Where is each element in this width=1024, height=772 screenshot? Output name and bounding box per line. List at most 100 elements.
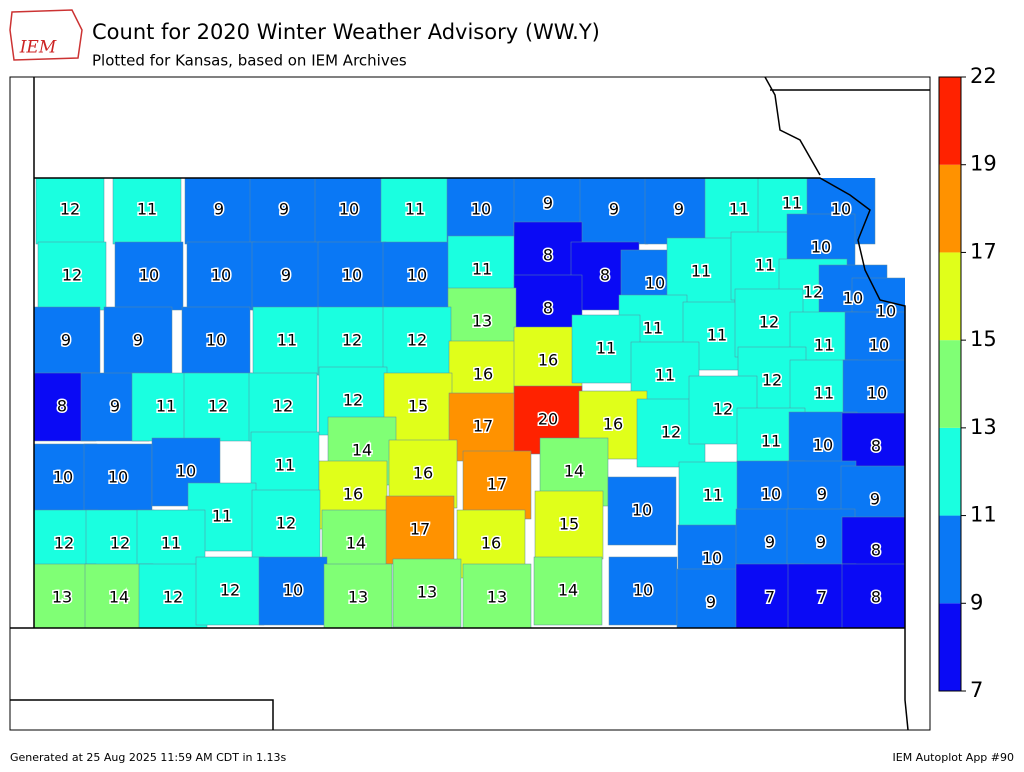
county bbox=[380, 178, 450, 245]
county-value: 12 bbox=[220, 581, 240, 600]
county-value: 10 bbox=[339, 200, 359, 219]
county-value: 11 bbox=[212, 507, 232, 526]
county-value: 10 bbox=[211, 266, 231, 285]
county bbox=[317, 306, 387, 376]
county-value: 8 bbox=[871, 437, 881, 456]
county-value: 11 bbox=[691, 262, 711, 281]
county-value: 8 bbox=[57, 397, 67, 416]
county-value: 7 bbox=[765, 588, 775, 607]
county bbox=[608, 556, 678, 626]
county bbox=[184, 178, 254, 245]
county-value: 14 bbox=[352, 441, 372, 460]
county bbox=[249, 178, 319, 245]
county bbox=[446, 178, 516, 245]
county bbox=[448, 392, 518, 462]
county-value: 11 bbox=[782, 194, 802, 213]
county-value: 10 bbox=[876, 302, 896, 321]
county bbox=[571, 314, 641, 384]
county-value: 9 bbox=[281, 266, 291, 285]
county-value: 7 bbox=[817, 588, 827, 607]
county bbox=[83, 443, 153, 513]
county bbox=[513, 326, 583, 396]
county-value: 11 bbox=[761, 432, 781, 451]
county-value: 12 bbox=[276, 514, 296, 533]
colorbar: 7 9 11 13 15 17 19 22 bbox=[938, 64, 997, 702]
colorbar-segment bbox=[939, 164, 961, 253]
colorbar-tick-label: 7 bbox=[970, 678, 983, 702]
county bbox=[248, 372, 318, 442]
county-value: 10 bbox=[811, 238, 831, 257]
county-value: 10 bbox=[813, 436, 833, 455]
colorbar-segment bbox=[939, 427, 961, 516]
county-value: 12 bbox=[661, 423, 681, 442]
county bbox=[462, 450, 532, 520]
county-value: 9 bbox=[706, 593, 716, 612]
county-value: 10 bbox=[206, 331, 226, 350]
county-value: 20 bbox=[538, 410, 558, 429]
county-value: 11 bbox=[275, 456, 295, 475]
subtitle: Plotted for Kansas, based on IEM Archive… bbox=[92, 52, 407, 70]
colorbar-segment bbox=[939, 77, 961, 165]
county-value: 16 bbox=[343, 485, 363, 504]
county-value: 10 bbox=[702, 549, 722, 568]
county bbox=[317, 241, 387, 311]
county-value: 9 bbox=[674, 200, 684, 219]
county bbox=[534, 490, 604, 560]
county-value: 11 bbox=[707, 326, 727, 345]
county bbox=[579, 178, 649, 245]
county bbox=[676, 568, 746, 628]
county-value: 12 bbox=[713, 400, 733, 419]
county bbox=[250, 431, 320, 501]
county-value: 17 bbox=[410, 520, 430, 539]
county bbox=[258, 556, 328, 626]
county-value: 15 bbox=[559, 515, 579, 534]
county-value: 8 bbox=[871, 588, 881, 607]
county-value: 12 bbox=[62, 266, 82, 285]
county-value: 12 bbox=[60, 200, 80, 219]
footer-left: Generated at 25 Aug 2025 11:59 AM CDT in… bbox=[10, 751, 286, 764]
county-value: 10 bbox=[761, 485, 781, 504]
county-value: 16 bbox=[413, 464, 433, 483]
county-value: 12 bbox=[407, 331, 427, 350]
colorbar-segment bbox=[939, 340, 961, 428]
county-value: 14 bbox=[346, 534, 366, 553]
county-value: 16 bbox=[538, 351, 558, 370]
county-value: 13 bbox=[417, 583, 437, 602]
county-value: 9 bbox=[110, 397, 120, 416]
county-value: 10 bbox=[831, 200, 851, 219]
county bbox=[195, 556, 265, 626]
county bbox=[114, 241, 184, 311]
county bbox=[382, 306, 452, 376]
county-value: 10 bbox=[867, 384, 887, 403]
county-value: 14 bbox=[558, 581, 578, 600]
county bbox=[103, 306, 173, 376]
county bbox=[252, 306, 322, 376]
logo-text: IEM bbox=[19, 38, 57, 58]
county-value: 14 bbox=[564, 462, 584, 481]
county-value: 16 bbox=[481, 534, 501, 553]
county bbox=[323, 563, 393, 628]
county-value: 13 bbox=[52, 588, 72, 607]
county-value: 12 bbox=[762, 371, 782, 390]
county-value: 11 bbox=[156, 397, 176, 416]
county-value: 9 bbox=[214, 200, 224, 219]
counties bbox=[34, 178, 905, 628]
county-value: 11 bbox=[405, 200, 425, 219]
county-value: 10 bbox=[843, 289, 863, 308]
colorbar-tick-label: 19 bbox=[970, 152, 997, 176]
county-value: 11 bbox=[596, 339, 616, 358]
county-value: 9 bbox=[870, 490, 880, 509]
county-value: 13 bbox=[472, 312, 492, 331]
county-value: 12 bbox=[759, 313, 779, 332]
county bbox=[607, 476, 677, 546]
county-value: 9 bbox=[765, 533, 775, 552]
county bbox=[392, 558, 462, 628]
colorbar-segment bbox=[939, 252, 961, 341]
county-value: 11 bbox=[137, 200, 157, 219]
colorbar-segment bbox=[939, 515, 961, 604]
footer-right: IEM Autoplot App #90 bbox=[893, 751, 1015, 764]
county-value: 9 bbox=[609, 200, 619, 219]
county-value: 10 bbox=[869, 336, 889, 355]
